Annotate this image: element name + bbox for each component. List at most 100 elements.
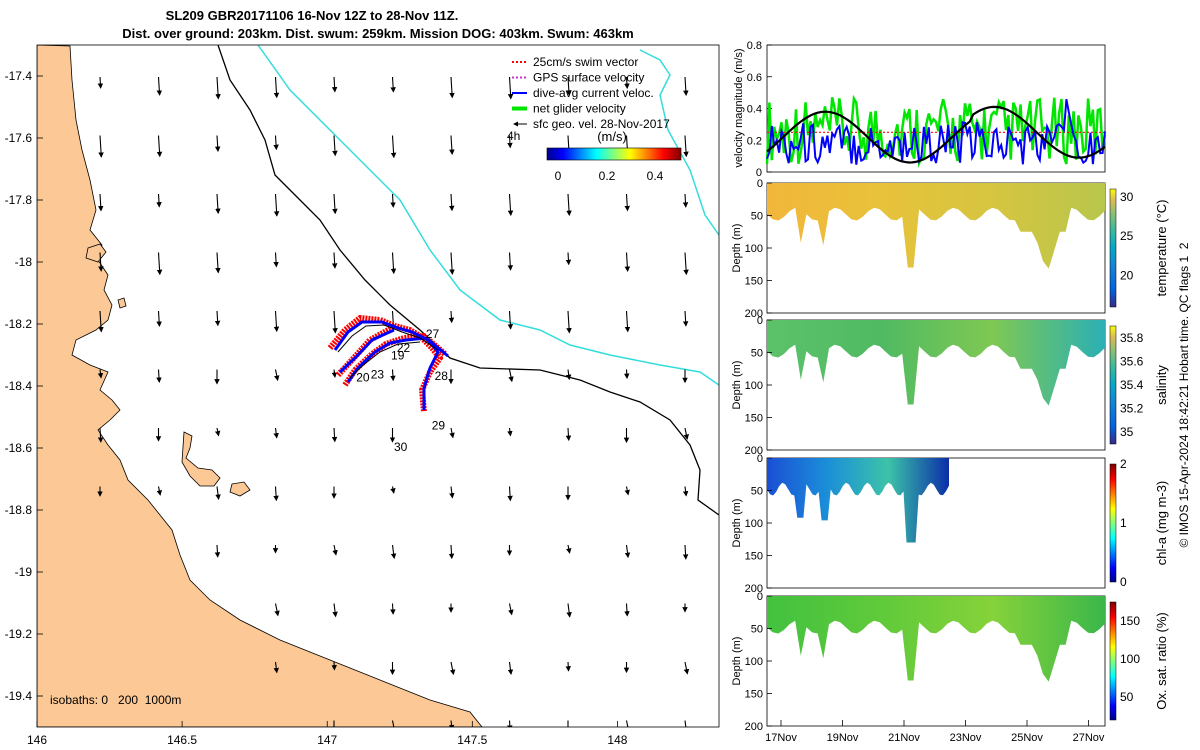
section-colorbar-label: Ox. sat. ratio (%) — [1154, 612, 1169, 710]
legend-label: GPS surface velocity — [533, 71, 644, 85]
velocity-arrow — [97, 193, 104, 212]
section-salinity: 0 50 100 150 200 Depth (m) 35 35.2 35.4 35.6 35.8 s… — [731, 315, 1169, 457]
velocity-arrow — [566, 76, 572, 96]
velocity-arrow — [508, 369, 514, 383]
section-ytick-label: 150 — [745, 413, 763, 425]
velocity-arrow — [156, 76, 163, 96]
velocity-arrow — [507, 135, 513, 149]
velocity-arrow — [448, 544, 455, 560]
map-xtick-label: 146 — [27, 733, 47, 747]
velocity-arrow — [391, 720, 397, 727]
section-ytick-label: 150 — [745, 551, 763, 563]
velocity-arrow — [683, 135, 689, 158]
section-ytick-label: 0 — [757, 591, 763, 603]
section-colorbar — [1109, 463, 1117, 583]
velocity-arrow — [565, 369, 572, 381]
title-line-1: SL209 GBR20171106 16-Nov 12Z to 28-Nov 1… — [166, 8, 459, 23]
velocity-arrow — [448, 720, 455, 727]
section-oxygen: 0 50 100 150 200 Depth (m) 50 100 150 Ox. sat. ra… — [731, 591, 1169, 733]
velocity-arrow — [624, 76, 630, 90]
map-xtick-label: 148 — [607, 733, 627, 747]
colorbar-tick-0: 0 — [555, 169, 562, 183]
colorbar-tick-label: 25 — [1120, 229, 1134, 243]
time-tick-label: 17Nov — [765, 732, 797, 744]
velocity-arrow — [448, 310, 455, 324]
section-ytick-label: 50 — [751, 624, 763, 636]
section-colorbar — [1109, 601, 1117, 721]
velocity-chart: 0 0.2 0.4 0.6 0.8 velocity magnitude (m/s) — [733, 40, 1107, 179]
velocity-arrow — [507, 76, 514, 100]
velocity-ytick-label: 0.2 — [747, 135, 762, 147]
time-tick-label: 25Nov — [1011, 732, 1043, 744]
velocity-arrow — [565, 661, 572, 672]
velocity-arrow — [273, 135, 279, 151]
colorbar-title: (m/s) — [597, 129, 627, 144]
velocity-arrow — [97, 369, 104, 379]
map-xtick-label: 147.5 — [457, 733, 487, 747]
velocity-arrow — [390, 76, 396, 93]
velocity-arrow — [508, 603, 514, 616]
colorbar-tick-label: 35.2 — [1120, 402, 1144, 416]
velocity-arrow — [273, 661, 279, 674]
map-ytick-label: -17.8 — [5, 193, 33, 207]
velocity-arrow — [507, 427, 513, 437]
velocity-arrow — [390, 486, 396, 494]
velocity-arrow — [682, 193, 689, 208]
glider-track — [327, 315, 449, 413]
velocity-arrow — [449, 427, 455, 439]
colorbar-tick-2: 0.4 — [647, 169, 664, 183]
velocity-arrow — [215, 76, 221, 100]
velocity-arrow — [156, 369, 162, 383]
velocity-arrow — [566, 310, 572, 334]
map-ytick-label: -18 — [15, 255, 33, 269]
map-ytick-label: -18.6 — [5, 441, 33, 455]
map-ytick-label: -17.4 — [5, 69, 33, 83]
map-ytick-label: -18.8 — [5, 503, 33, 517]
isobath-1000-north — [639, 49, 719, 236]
velocity-arrow — [156, 486, 162, 496]
velocity-arrow — [390, 252, 397, 275]
section-chl-a: 0 50 100 150 200 Depth (m) 0 1 2 chl-a (mg m-3) — [731, 453, 1169, 595]
velocity-series — [765, 94, 1107, 168]
velocity-arrow — [566, 193, 572, 217]
velocity-arrow — [565, 427, 572, 442]
velocity-arrow — [331, 76, 338, 93]
map-xtick-label: 147 — [317, 733, 337, 747]
velocity-arrow — [683, 427, 690, 440]
velocity-arrow — [390, 603, 396, 615]
section-ytick-label: 150 — [745, 276, 763, 288]
section-ytick-label: 100 — [745, 380, 763, 392]
section-ytick-label: 100 — [745, 656, 763, 668]
colorbar-tick-label: 35.6 — [1120, 354, 1144, 368]
velocity-arrow — [624, 369, 630, 380]
velocity-arrow — [683, 720, 689, 727]
velocity-arrow — [273, 76, 280, 99]
colorbar-tick-1: 0.2 — [599, 169, 616, 183]
velocity-arrow — [624, 544, 631, 559]
velocity-arrow — [273, 193, 280, 217]
section-ytick-label: 0 — [757, 315, 763, 327]
velocity-arrow — [332, 310, 338, 334]
legend-label: sfc geo. vel. 28-Nov-2017 — [533, 117, 670, 131]
velocity-arrow — [507, 661, 514, 676]
colorbar-tick-label: 20 — [1120, 269, 1134, 283]
velocity-arrow — [683, 252, 689, 276]
velocity-y-axis: 0 0.2 0.4 0.6 0.8 — [747, 40, 772, 179]
velocity-arrow — [565, 252, 572, 266]
time-tick-label: 21Nov — [888, 732, 920, 744]
map-ytick-label: -19.2 — [5, 627, 33, 641]
velocity-arrow — [98, 135, 104, 158]
velocity-arrow — [156, 252, 163, 276]
section-ylabel: Depth (m) — [731, 637, 743, 686]
velocity-arrow — [273, 427, 279, 439]
island-small-1 — [229, 481, 251, 497]
velocity-arrow — [98, 310, 104, 333]
section-temperature: 0 50 100 150 200 Depth (m) 20 25 30 temperature (… — [731, 178, 1169, 320]
velocity-arrow — [449, 76, 455, 99]
velocity-arrow — [332, 544, 338, 556]
colorbar-tick-label: 100 — [1120, 652, 1140, 666]
section-ytick-label: 200 — [745, 445, 763, 457]
colorbar-tick-label: 35 — [1120, 425, 1134, 439]
map-xtick-label: 146.5 — [167, 733, 197, 747]
